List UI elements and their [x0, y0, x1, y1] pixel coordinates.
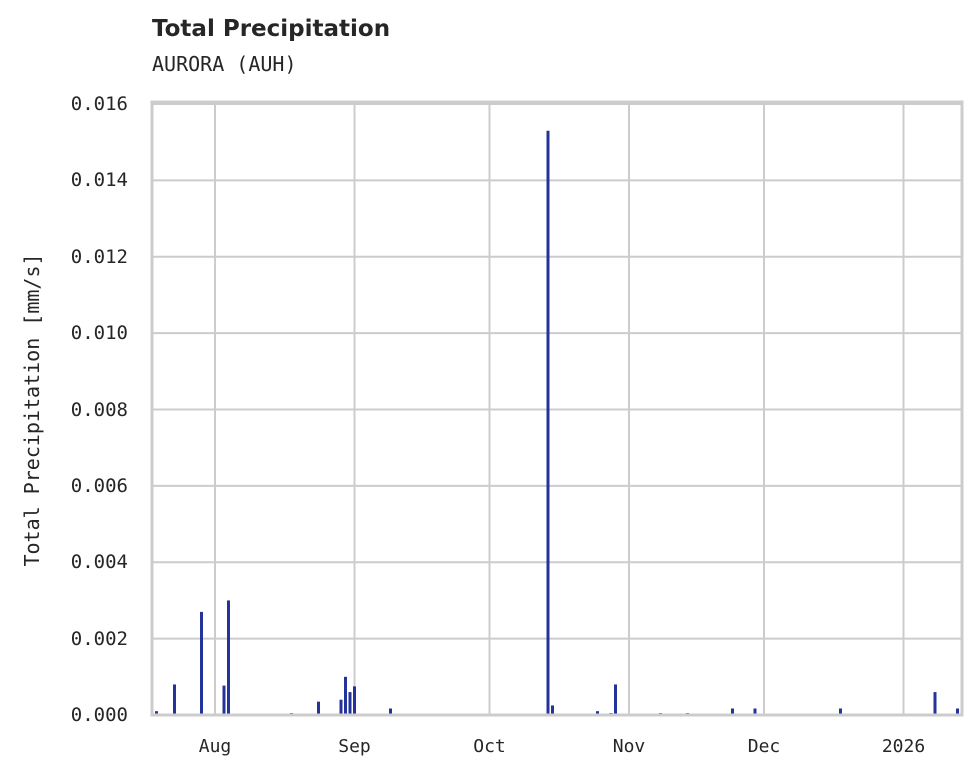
precip-bar — [344, 676, 347, 715]
y-tick-label: 0.004 — [70, 551, 128, 574]
precip-bar — [339, 699, 343, 715]
chart-title: Total Precipitation — [152, 16, 391, 42]
precip-bar — [731, 708, 734, 715]
precip-bar — [551, 705, 554, 715]
x-tick-label: Sep — [338, 736, 371, 757]
precip-bar — [353, 686, 356, 715]
gridlines — [152, 102, 962, 716]
precip-bar — [839, 708, 842, 715]
precip-bar — [317, 703, 320, 715]
x-tick-label: Aug — [198, 736, 232, 757]
precip-bar — [596, 711, 599, 715]
bar-series — [155, 130, 959, 715]
y-tick-label: 0.002 — [70, 627, 128, 650]
y-tick-label: 0.016 — [70, 93, 128, 115]
precip-bar — [933, 692, 937, 715]
y-tick-label: 0.014 — [70, 169, 128, 192]
y-tick-label: 0.008 — [70, 398, 128, 421]
y-tick-label: 0.006 — [70, 474, 128, 497]
x-tick-label: Dec — [747, 736, 781, 757]
precip-bar — [389, 708, 392, 715]
y-tick-label: 0.000 — [70, 704, 128, 726]
precip-bar — [546, 130, 550, 715]
precip-bar — [227, 600, 230, 715]
precip-bar — [753, 708, 757, 715]
x-tick-label: 2026 — [881, 736, 926, 757]
x-tick-label: Oct — [473, 736, 506, 757]
x-tick-label: Nov — [612, 736, 646, 757]
precip-bar — [155, 711, 158, 715]
plot-frame — [150, 100, 964, 717]
y-tick-label: 0.010 — [70, 322, 128, 345]
precip-bar — [173, 684, 176, 715]
precip-bar — [348, 707, 352, 715]
precip-bar — [200, 611, 203, 715]
precip-bar — [222, 685, 226, 715]
precip-bar — [348, 692, 352, 715]
precip-bar — [614, 684, 617, 715]
y-tick-label: 0.012 — [70, 245, 128, 268]
precip-bar — [956, 708, 959, 715]
chart-subtitle: AURORA (AUH) — [152, 52, 297, 76]
